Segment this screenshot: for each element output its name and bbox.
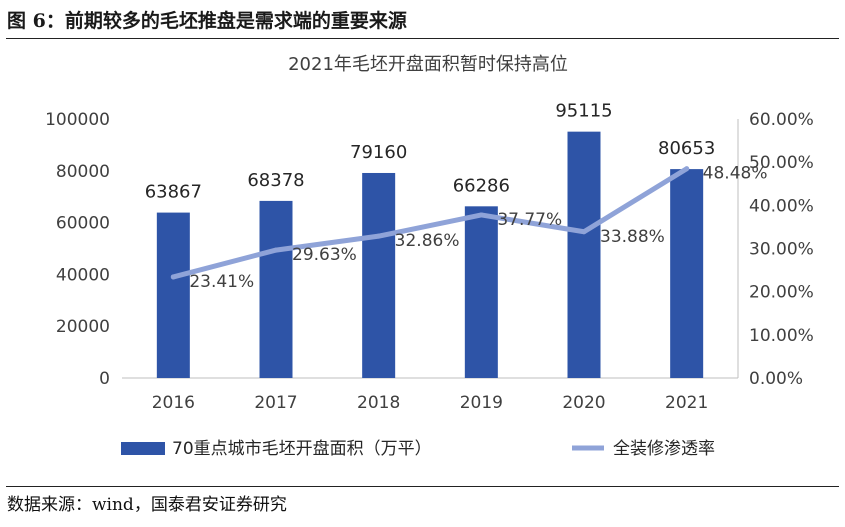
bar-value-label: 66286	[453, 175, 510, 196]
bar	[464, 206, 498, 378]
y-right-tick-label: 60.00%	[749, 110, 814, 130]
bar	[259, 200, 293, 378]
y-left-tick-label: 100000	[45, 110, 110, 130]
y-left-tick-label: 20000	[56, 317, 110, 337]
y-right-tick-label: 40.00%	[749, 196, 814, 216]
bar	[362, 172, 396, 378]
chart-title: 2021年毛坯开盘面积暂时保持高位	[288, 54, 568, 75]
line-value-label: 29.63%	[292, 245, 357, 265]
y-right-tick-label: 20.00%	[749, 283, 814, 303]
line-value-label: 37.77%	[497, 210, 562, 230]
legend-swatch-bar	[121, 442, 165, 455]
y-left-tick-label: 0	[99, 369, 110, 389]
x-tick-label: 2017	[254, 393, 297, 413]
y-left-tick-label: 60000	[56, 214, 110, 234]
line-point	[478, 212, 484, 218]
line-value-label: 32.86%	[395, 231, 460, 251]
x-tick-label: 2018	[357, 393, 400, 413]
bar	[156, 212, 190, 378]
line-value-label: 23.41%	[189, 272, 254, 292]
x-tick-label: 2016	[152, 393, 195, 413]
y-right-tick-label: 10.00%	[749, 326, 814, 346]
legend-label-bar: 70重点城市毛坯开盘面积（万平）	[172, 439, 432, 459]
line-point	[684, 166, 690, 172]
bottom-rule	[6, 486, 839, 487]
line-point	[581, 229, 587, 235]
bar	[670, 169, 704, 378]
line-value-label: 48.48%	[703, 164, 768, 184]
line-value-label: 33.88%	[600, 227, 665, 247]
line-point	[170, 274, 176, 280]
bar-value-label: 79160	[350, 142, 407, 163]
figure-title: 图 6：前期较多的毛坯推盘是需求端的重要来源	[7, 10, 407, 32]
source-note: 数据来源：wind，国泰君安证券研究	[7, 495, 287, 515]
y-right-tick-label: 50.00%	[749, 153, 814, 173]
y-left-tick-label: 40000	[56, 265, 110, 285]
y-left-tick-label: 80000	[56, 162, 110, 182]
line-point	[376, 233, 382, 239]
bar-value-label: 95115	[555, 101, 612, 122]
x-tick-label: 2021	[665, 393, 708, 413]
bar-value-label: 63867	[145, 182, 202, 203]
top-rule	[6, 38, 839, 39]
x-tick-label: 2019	[460, 393, 503, 413]
chart: 2021年毛坯开盘面积暂时保持高位 0 20000 40000 60000 80000 1…	[45, 54, 814, 459]
legend: 70重点城市毛坯开盘面积（万平） 全装修渗透率	[121, 439, 715, 459]
line-point	[273, 247, 279, 253]
y-right-tick-label: 0.00%	[749, 369, 803, 389]
bar	[567, 131, 601, 378]
bar-value-label: 68378	[247, 170, 304, 191]
plot-area: 0 20000 40000 60000 80000 100000 0.00% 10.00% 20…	[45, 101, 814, 413]
bar-value-label: 80653	[658, 138, 715, 159]
x-tick-label: 2020	[562, 393, 605, 413]
y-right-tick-label: 30.00%	[749, 240, 814, 260]
line-series	[170, 166, 690, 280]
legend-label-line: 全装修渗透率	[613, 439, 715, 459]
